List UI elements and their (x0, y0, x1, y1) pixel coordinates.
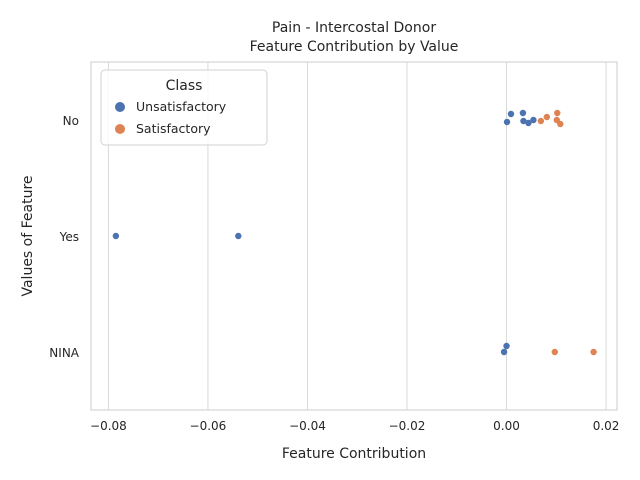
data-point-unsatisfactory (112, 232, 120, 240)
data-point-satisfactory (543, 113, 551, 121)
x-tick-labels: −0.08 −0.06 −0.04 −0.02 0.00 0.02 (90, 419, 619, 433)
data-point-satisfactory (551, 348, 558, 356)
y-tick-label: NINA (49, 346, 79, 360)
y-tick-label: Yes (59, 230, 79, 244)
points-layer (112, 109, 597, 356)
legend: Class Unsatisfactory Satisfactory (100, 69, 268, 146)
x-tick-label: 0.02 (593, 419, 620, 433)
x-tick-label: −0.04 (289, 419, 326, 433)
data-point-unsatisfactory (525, 119, 532, 127)
data-point-satisfactory (557, 120, 564, 128)
legend-marker-unsatisfactory (115, 102, 125, 112)
x-tick-label: −0.02 (389, 419, 426, 433)
x-tick-label: −0.06 (190, 419, 227, 433)
chart-subtitle: Feature Contribution by Value (250, 39, 459, 55)
data-point-unsatisfactory (530, 116, 537, 124)
data-point-unsatisfactory (235, 232, 242, 240)
y-tick-labels: No Yes NINA (49, 114, 79, 360)
y-tick-label: No (63, 114, 79, 128)
x-axis-label: Feature Contribution (282, 446, 426, 462)
legend-box (100, 69, 268, 146)
legend-marker-satisfactory (115, 124, 125, 134)
data-point-unsatisfactory (519, 109, 527, 117)
legend-title: Class (166, 78, 203, 94)
data-point-satisfactory (537, 117, 545, 125)
chart-title: Pain - Intercostal Donor (272, 20, 436, 36)
plot-frame (90, 61, 618, 411)
y-axis-label: Values of Feature (20, 175, 36, 296)
legend-label-unsatisfactory: Unsatisfactory (136, 99, 227, 114)
x-tick-label: −0.08 (90, 419, 127, 433)
legend-label-satisfactory: Satisfactory (136, 121, 211, 136)
data-point-unsatisfactory (503, 118, 511, 126)
data-point-unsatisfactory (507, 110, 515, 118)
data-point-unsatisfactory (503, 342, 510, 350)
data-point-satisfactory (590, 348, 597, 356)
data-point-unsatisfactory (520, 117, 527, 125)
data-point-unsatisfactory (500, 348, 508, 356)
data-point-satisfactory (554, 109, 561, 117)
x-tick-label: 0.00 (493, 419, 520, 433)
